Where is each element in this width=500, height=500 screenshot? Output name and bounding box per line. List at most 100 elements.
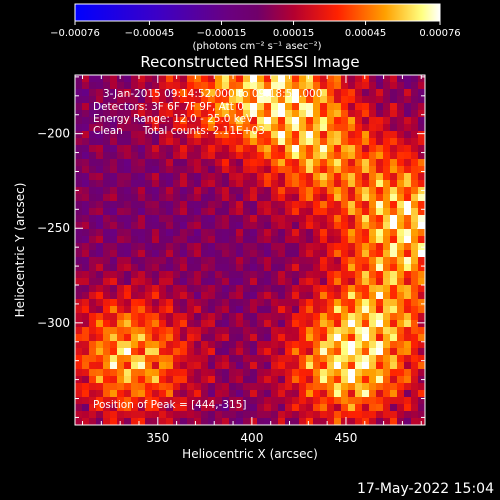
- heatmap-cell: [264, 194, 272, 202]
- heatmap-cell: [236, 152, 244, 160]
- heatmap-cell: [124, 194, 132, 202]
- heatmap-cell: [166, 236, 174, 244]
- heatmap-cell: [383, 173, 391, 181]
- heatmap-cell: [194, 383, 202, 391]
- heatmap-cell: [208, 383, 216, 391]
- heatmap-cell: [201, 334, 209, 342]
- heatmap-cell: [271, 313, 279, 321]
- heatmap-cell: [145, 341, 153, 349]
- heatmap-cell: [187, 215, 195, 223]
- heatmap-cell: [355, 271, 363, 279]
- heatmap-cell: [327, 159, 335, 167]
- heatmap-cell: [369, 124, 377, 132]
- heatmap-cell: [313, 180, 321, 188]
- heatmap-cell: [194, 103, 202, 111]
- heatmap-cell: [404, 110, 412, 118]
- heatmap-cell: [131, 138, 139, 146]
- heatmap-cell: [173, 250, 181, 258]
- heatmap-cell: [96, 369, 104, 377]
- heatmap-cell: [75, 285, 83, 293]
- heatmap-cell: [187, 418, 195, 426]
- heatmap-cell: [383, 152, 391, 160]
- heatmap-cell: [271, 292, 279, 300]
- heatmap-cell: [292, 278, 300, 286]
- heatmap-cell: [110, 306, 118, 314]
- heatmap-cell: [299, 187, 307, 195]
- heatmap-cell: [82, 271, 90, 279]
- heatmap-cell: [166, 103, 174, 111]
- heatmap-cell: [292, 222, 300, 230]
- colorbar-tick-label: −0.00076: [50, 28, 100, 39]
- heatmap-cell: [257, 208, 265, 216]
- heatmap-cell: [383, 306, 391, 314]
- heatmap-cell: [166, 334, 174, 342]
- heatmap-cell: [173, 159, 181, 167]
- heatmap-cell: [173, 180, 181, 188]
- heatmap-cell: [383, 96, 391, 104]
- heatmap-cell: [138, 201, 146, 209]
- heatmap-cell: [75, 229, 83, 237]
- heatmap-cell: [201, 278, 209, 286]
- heatmap-cell: [187, 362, 195, 370]
- heatmap-cell: [110, 208, 118, 216]
- heatmap-cell: [404, 397, 412, 405]
- heatmap-cell: [362, 117, 370, 125]
- heatmap-cell: [271, 411, 279, 419]
- heatmap-cell: [292, 236, 300, 244]
- heatmap-cell: [390, 355, 398, 363]
- heatmap-cell: [313, 306, 321, 314]
- heatmap-cell: [208, 215, 216, 223]
- heatmap-cell: [166, 138, 174, 146]
- heatmap-cell: [236, 166, 244, 174]
- heatmap-cell: [236, 418, 244, 426]
- heatmap-cell: [299, 103, 307, 111]
- heatmap-cell: [250, 89, 258, 97]
- heatmap-cell: [320, 82, 328, 90]
- heatmap-cell: [404, 166, 412, 174]
- heatmap-cell: [341, 131, 349, 139]
- heatmap-cell: [145, 320, 153, 328]
- heatmap-cell: [201, 376, 209, 384]
- heatmap-cell: [159, 376, 167, 384]
- heatmap-cell: [306, 397, 314, 405]
- heatmap-cell: [215, 327, 223, 335]
- heatmap-cell: [250, 334, 258, 342]
- heatmap-cell: [173, 376, 181, 384]
- heatmap-cell: [138, 194, 146, 202]
- heatmap-cell: [397, 376, 405, 384]
- heatmap-cell: [117, 292, 125, 300]
- heatmap-cell: [96, 418, 104, 426]
- heatmap-cell: [390, 103, 398, 111]
- heatmap-cell: [82, 383, 90, 391]
- heatmap-cell: [376, 180, 384, 188]
- heatmap-cell: [152, 383, 160, 391]
- heatmap-cell: [341, 418, 349, 426]
- heatmap-cell: [376, 117, 384, 125]
- heatmap-cell: [173, 271, 181, 279]
- heatmap-cell: [166, 75, 174, 83]
- heatmap-cell: [320, 390, 328, 398]
- heatmap-cell: [299, 117, 307, 125]
- heatmap-cell: [229, 82, 237, 90]
- heatmap-cell: [138, 264, 146, 272]
- heatmap-cell: [355, 313, 363, 321]
- heatmap-cell: [166, 243, 174, 251]
- heatmap-cell: [229, 229, 237, 237]
- heatmap-cell: [82, 82, 90, 90]
- heatmap-cell: [215, 145, 223, 153]
- heatmap-cell: [341, 383, 349, 391]
- heatmap-cell: [201, 187, 209, 195]
- heatmap-cell: [320, 257, 328, 265]
- heatmap-cell: [390, 285, 398, 293]
- heatmap-cell: [82, 334, 90, 342]
- heatmap-cell: [369, 243, 377, 251]
- heatmap-cell: [131, 327, 139, 335]
- heatmap-cell: [82, 131, 90, 139]
- heatmap-cell: [159, 201, 167, 209]
- heatmap-cell: [369, 313, 377, 321]
- heatmap-cell: [152, 131, 160, 139]
- heatmap-cell: [299, 131, 307, 139]
- heatmap-cell: [320, 236, 328, 244]
- heatmap-cell: [327, 292, 335, 300]
- heatmap-cell: [355, 320, 363, 328]
